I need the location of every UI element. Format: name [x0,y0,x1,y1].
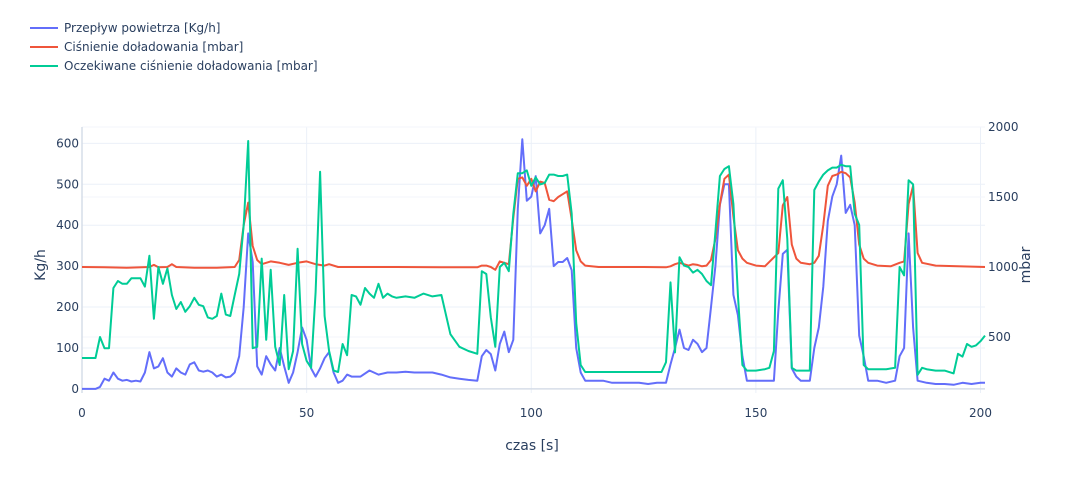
series-line-2 [81,170,986,271]
y-right-tick-label: 1500 [988,190,1019,204]
legend[interactable]: Przepływ powietrza [Kg/h] Ciśnienie doład… [30,21,318,73]
legend-label: Przepływ powietrza [Kg/h] [64,21,221,35]
x-tick-label: 150 [744,406,767,420]
y-axis-right-title: mbar [1018,246,1034,283]
legend-item-2[interactable]: Ciśnienie doładowania [mbar] [30,40,243,54]
y-left-tick-label: 100 [56,341,79,355]
legend-label: Ciśnienie doładowania [mbar] [64,40,243,54]
legend-item-1[interactable]: Przepływ powietrza [Kg/h] [30,21,221,35]
y-right-tick-label: 1000 [988,260,1019,274]
y-axis-left-title: Kg/h [33,249,49,281]
y-left-tick-label: 300 [56,259,79,273]
y-right-tick-label: 500 [988,330,1011,344]
x-tick-label: 100 [520,406,543,420]
x-tick-label: 50 [299,406,314,420]
y-left-tick-label: 200 [56,300,79,314]
series-layer [81,138,986,390]
y-left-tick-label: 500 [56,177,79,191]
axes-layer: 0 50 100 150 2000100200300400500600500100015… [56,120,1018,420]
y-left-tick-label: 400 [56,218,79,232]
y-right-tick-label: 2000 [988,120,1019,134]
grid-layer [81,126,985,393]
y-left-tick-label: 0 [71,382,79,396]
y-left-tick-label: 600 [56,136,79,150]
x-tick-label: 0 [78,406,86,420]
x-axis-title: czas [s] [505,438,559,454]
legend-item-3[interactable]: Oczekiwane ciśnienie doładowania [mbar] [30,59,318,73]
series-line-1 [82,138,985,390]
x-tick-label: 200 [969,406,992,420]
series-line-3 [82,140,986,376]
legend-label: Oczekiwane ciśnienie doładowania [mbar] [64,59,318,73]
